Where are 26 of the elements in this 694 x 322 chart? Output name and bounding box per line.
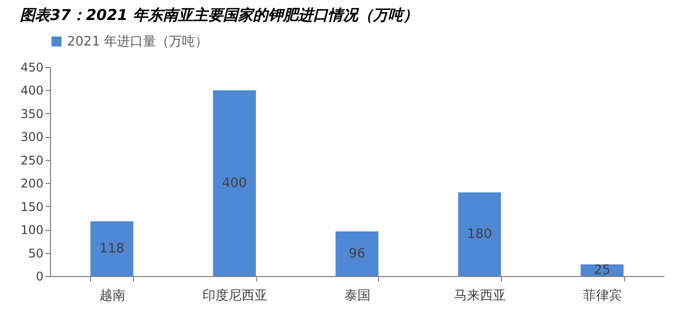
y-tick-label: 200 <box>20 176 44 191</box>
data-label: 25 <box>594 263 610 278</box>
x-tick-label: 泰国 <box>344 288 370 304</box>
bar <box>90 221 134 276</box>
y-tick-label: 350 <box>20 106 44 121</box>
y-tick-label: 150 <box>20 200 44 214</box>
data-label: 96 <box>348 246 366 262</box>
bar <box>213 90 256 276</box>
y-tick-label: 300 <box>20 130 44 144</box>
y-tick-label: 250 <box>20 153 44 168</box>
x-tick-label: 越南 <box>99 288 126 304</box>
legend-label: 2021 年进口量（万吨） <box>67 34 208 50</box>
x-tick-label: 马来西亚 <box>454 288 506 304</box>
x-tick-label: 印度尼西亚 <box>202 288 268 304</box>
y-tick-label: 450 <box>20 60 44 74</box>
y-tick-label: 50 <box>28 246 44 260</box>
bar <box>458 192 501 276</box>
x-tick-label: 菲律宾 <box>583 288 622 304</box>
data-label: 400 <box>222 176 247 192</box>
y-tick-label: 0 <box>36 270 44 284</box>
data-label: 118 <box>99 242 124 257</box>
y-tick-label: 100 <box>20 223 44 238</box>
bar <box>336 231 378 276</box>
chart-title: 图表37：2021 年东南亚主要国家的钾肥进口情况（万吨） <box>20 6 418 24</box>
y-tick-label: 400 <box>20 84 44 98</box>
data-label: 180 <box>467 227 492 242</box>
